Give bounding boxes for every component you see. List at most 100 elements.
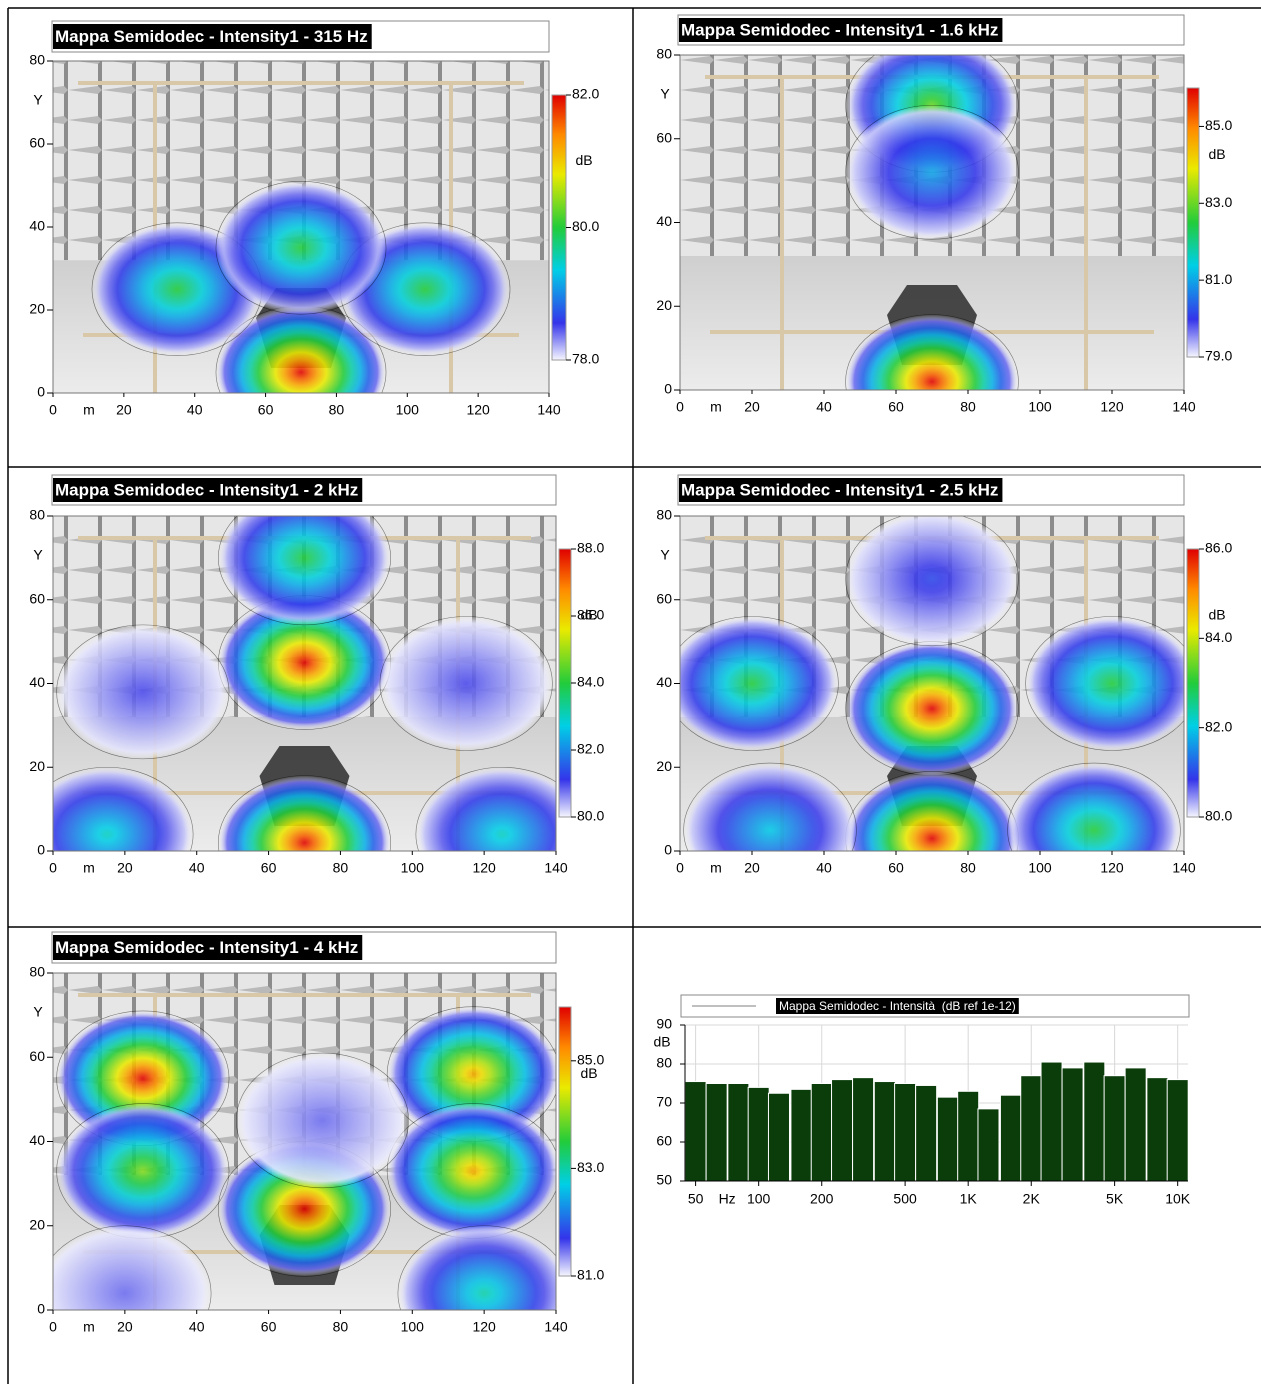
colorbar	[1186, 87, 1200, 358]
plot-area	[53, 516, 556, 851]
y-tick-label: 0	[37, 384, 45, 400]
colorbar	[1186, 548, 1200, 818]
chart-title: Mappa Semidodec - Intensity1 - 2 kHz	[55, 480, 358, 499]
x-tick-label: 20	[117, 1319, 133, 1335]
x-tick-label: 60	[261, 860, 277, 876]
heatmap-panel: Mappa Semidodec - Intensity1 - 2.5 kHz 0 2…	[656, 474, 1232, 876]
hotspot	[397, 1225, 556, 1310]
bar	[1040, 1061, 1063, 1182]
colorbar-tick-label: 80.0	[1205, 808, 1232, 824]
y-tick-label: 20	[29, 758, 45, 774]
hotspot	[845, 516, 1019, 647]
x-tick-label: 500	[893, 1191, 917, 1207]
bar	[767, 1092, 790, 1182]
plot-area	[53, 61, 549, 393]
x-tick-label: 0	[49, 402, 57, 418]
x-tick-label: 120	[472, 860, 496, 876]
bar	[894, 1083, 917, 1182]
colorbar-unit: dB	[1208, 607, 1225, 623]
x-tick-label: 120	[472, 1319, 496, 1335]
hotspot	[217, 516, 392, 626]
x-unit: m	[83, 1319, 95, 1335]
x-tick-label: 10K	[1165, 1191, 1191, 1207]
x-tick-label: 40	[816, 399, 832, 415]
x-tick-label: 40	[189, 1319, 205, 1335]
bar	[810, 1083, 833, 1182]
colorbar	[558, 1006, 572, 1277]
x-tick-label: 20	[117, 860, 133, 876]
colorbar-tick-label: 86.0	[577, 607, 604, 623]
table-borders	[7, 7, 1261, 1384]
plot-area	[680, 516, 1184, 851]
y-tick-label: 20	[656, 758, 672, 774]
y-tick-label: 40	[656, 213, 672, 229]
y-tick-label: 40	[29, 674, 45, 690]
y-axis-label: Y	[33, 1004, 43, 1020]
y-axis-label: Y	[660, 547, 670, 563]
x-tick-label: 140	[1172, 399, 1196, 415]
x-tick-label: 2K	[1023, 1191, 1041, 1207]
title-background	[679, 18, 1003, 42]
y-tick-label: 60	[656, 590, 672, 606]
y-tick-label: 70	[656, 1094, 672, 1110]
x-tick-label: 120	[1100, 399, 1124, 415]
y-tick-label: 60	[656, 1133, 672, 1149]
bar	[790, 1088, 813, 1182]
bar	[727, 1083, 750, 1182]
x-tick-label: 100	[401, 1319, 425, 1335]
hotspot	[235, 1052, 409, 1189]
bar	[684, 1081, 707, 1182]
y-axis-label: Y	[33, 547, 43, 563]
title-background	[53, 478, 363, 502]
bar	[1103, 1075, 1126, 1182]
frame-beam	[78, 81, 524, 85]
x-tick-label: 100	[396, 402, 420, 418]
hotspot	[1007, 762, 1181, 851]
y-tick-label: 20	[29, 1216, 45, 1232]
spectrum-chart: Mappa Semidodec - Intensità (dB ref 1e-1…	[653, 994, 1191, 1207]
bar	[1146, 1077, 1169, 1182]
colorbar-unit: dB	[580, 1065, 597, 1081]
x-tick-label: 80	[333, 1319, 349, 1335]
y-tick-label: 80	[656, 507, 672, 523]
x-tick-label: 200	[810, 1191, 834, 1207]
hotspot	[845, 771, 1019, 851]
x-tick-label: 0	[49, 860, 57, 876]
chart-title: Mappa Semidodec - Intensity1 - 1.6 kHz	[681, 20, 998, 39]
hotspot	[56, 624, 230, 760]
y-tick-label: 40	[29, 218, 45, 234]
x-tick-label: 40	[187, 402, 203, 418]
y-tick-label: 80	[656, 1055, 672, 1071]
heatmap-panel: Mappa Semidodec - Intensity1 - 2 kHz 0 20 4…	[29, 474, 604, 876]
hotspot	[53, 1225, 212, 1310]
chart-title: Mappa Semidodec - Intensity1 - 4 kHz	[55, 938, 358, 957]
bar	[1124, 1067, 1147, 1182]
hotspot	[217, 775, 392, 851]
x-unit: Hz	[719, 1191, 736, 1207]
hotspot	[1025, 616, 1184, 751]
chart-title: Mappa Semidodec - Intensity1 - 2.5 kHz	[681, 480, 998, 499]
x-tick-label: 40	[189, 860, 205, 876]
bar	[936, 1096, 959, 1182]
x-tick-label: 80	[960, 399, 976, 415]
colorbar-tick-label: 82.0	[1205, 718, 1232, 734]
x-tick-label: 50	[688, 1191, 704, 1207]
y-tick-label: 0	[664, 842, 672, 858]
bar	[831, 1079, 854, 1182]
x-tick-label: 140	[537, 402, 561, 418]
x-tick-label: 140	[544, 1319, 568, 1335]
hotspot	[680, 616, 839, 751]
colorbar-tick-label: 84.0	[577, 674, 604, 690]
hotspot	[56, 1103, 230, 1239]
colorbar-tick-label: 82.0	[572, 86, 599, 102]
y-tick-label: 20	[29, 301, 45, 317]
bar	[852, 1077, 875, 1182]
colorbar-tick-label: 80.0	[572, 218, 599, 234]
heatmap-panel: Mappa Semidodec - Intensity1 - 4 kHz 0 20 4…	[29, 931, 604, 1335]
y-axis-label: Y	[660, 86, 670, 102]
colorbar-tick-label: 85.0	[577, 1052, 604, 1068]
x-tick-label: 120	[1100, 860, 1124, 876]
